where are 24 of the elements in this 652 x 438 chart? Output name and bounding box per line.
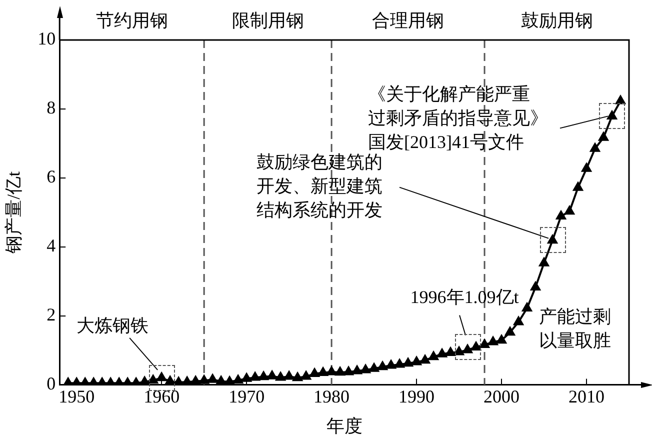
text: 限制用钢: [232, 10, 304, 31]
x-tick-label: 1980: [314, 386, 350, 406]
x-tick-label: 2010: [568, 386, 605, 406]
text: 节约用钢: [96, 10, 168, 31]
y-tick-label: 2: [46, 304, 56, 325]
text: 鼓励用钢: [520, 10, 593, 31]
x-tick-label: 1950: [58, 386, 95, 406]
x-tick-label: 1960: [144, 386, 180, 406]
y-tick-label: 0: [46, 374, 56, 394]
y-tick-label: 6: [46, 166, 56, 187]
annotation: 《关于化解产能严重过剩矛盾的指导意见》国发[2013]41号文件: [368, 84, 548, 152]
annotation: 大炼钢铁: [76, 316, 149, 336]
y-tick-label: 4: [46, 236, 56, 256]
x-tick-label: 2000: [484, 386, 520, 406]
text: 合理用钢: [372, 10, 444, 31]
annotation: 鼓励绿色建筑的开发、新型建筑结构系统的开发: [256, 152, 383, 220]
y-tick-label: 10: [38, 28, 56, 49]
x-tick-label: 1990: [398, 386, 435, 406]
y-tick-label: 8: [46, 98, 56, 118]
annotation: 产能过剩以量取胜: [539, 306, 612, 351]
x-axis-title: 年度: [326, 416, 362, 436]
y-axis-title: 钢产量/亿t: [4, 171, 24, 254]
x-tick-label: 1970: [228, 386, 265, 406]
annotation: 1996年1.09亿t: [410, 286, 519, 307]
